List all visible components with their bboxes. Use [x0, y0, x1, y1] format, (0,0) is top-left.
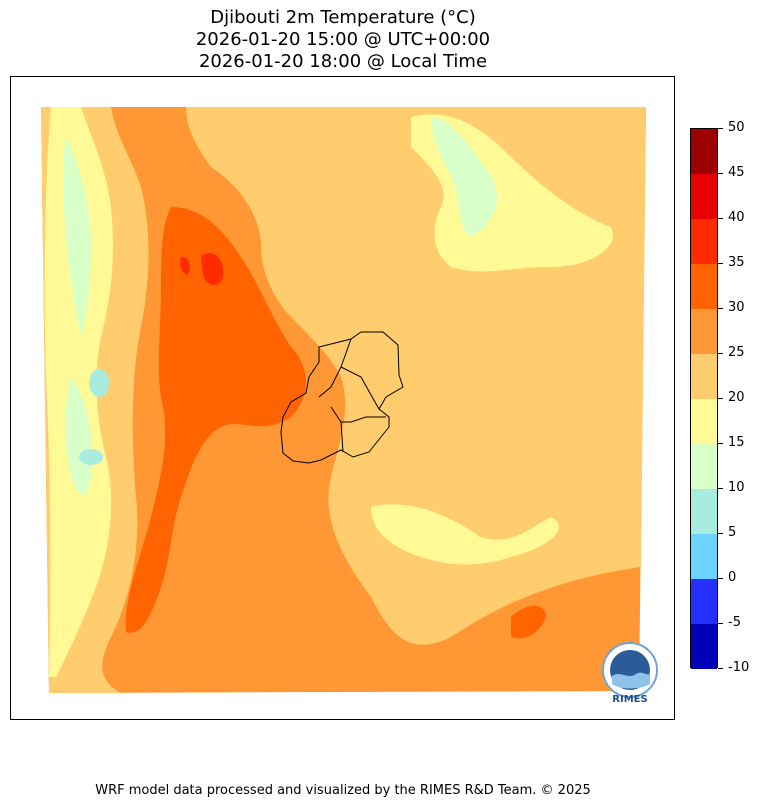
- colorbar-tick-label: 20: [728, 390, 745, 405]
- colorbar-segment: [691, 219, 717, 264]
- temp-band-35-40: [201, 253, 224, 286]
- colorbar-tick-mark: [718, 533, 723, 534]
- colorbar-tick-label: 10: [728, 480, 745, 495]
- temp-band-10-15-west: [62, 137, 91, 337]
- temperature-map: [41, 107, 646, 693]
- colorbar-tick-label: 30: [728, 300, 745, 315]
- colorbar-tick-mark: [718, 398, 723, 399]
- footer-credit: WRF model data processed and visualized …: [95, 783, 591, 798]
- colorbar-tick-label: 25: [728, 345, 745, 360]
- colorbar-tick-mark: [718, 218, 723, 219]
- colorbar-segment: [691, 444, 717, 489]
- colorbar-tick-label: 0: [728, 570, 737, 585]
- colorbar-segment: [691, 309, 717, 354]
- colorbar-segment: [691, 489, 717, 534]
- colorbar-tick-mark: [718, 488, 723, 489]
- colorbar-tick-mark: [718, 263, 723, 264]
- colorbar-segment: [691, 399, 717, 444]
- colorbar-tick-mark: [718, 668, 723, 669]
- temp-band-30-35-south: [511, 605, 546, 639]
- colorbar-segment: [691, 534, 717, 579]
- temp-band-5-10-pocket: [89, 369, 109, 397]
- rimes-logo-icon: [602, 642, 658, 698]
- colorbar-segment: [691, 264, 717, 309]
- colorbar-segment: [691, 174, 717, 219]
- colorbar-tick-mark: [718, 353, 723, 354]
- colorbar-tick-mark: [718, 308, 723, 309]
- colorbar-segment: [691, 129, 717, 174]
- colorbar-tick-label: 5: [728, 525, 737, 540]
- colorbar-tick-label: -5: [728, 615, 741, 630]
- djibouti-border: [280, 331, 404, 464]
- colorbar-tick-label: 15: [728, 435, 745, 450]
- colorbar: [690, 128, 718, 669]
- colorbar-tick-mark: [718, 128, 723, 129]
- colorbar-tick-mark: [718, 578, 723, 579]
- colorbar-segment: [691, 354, 717, 399]
- temp-band-10-15-west-2: [65, 377, 93, 496]
- colorbar-tick-label: 45: [728, 165, 745, 180]
- colorbar-tick-label: -10: [728, 660, 750, 675]
- temp-band-30-35: [125, 207, 306, 633]
- colorbar-tick-label: 40: [728, 210, 745, 225]
- temp-band-10-15-northeast: [431, 117, 498, 237]
- colorbar-segment: [691, 624, 717, 669]
- rimes-logo-text: RIMES: [612, 694, 648, 705]
- colorbar-tick-mark: [718, 443, 723, 444]
- map-title-variable: Djibouti 2m Temperature (°C): [210, 7, 476, 28]
- colorbar-tick-mark: [718, 623, 723, 624]
- map-title-utc-time: 2026-01-20 15:00 @ UTC+00:00: [195, 29, 491, 50]
- colorbar-tick-label: 50: [728, 120, 745, 135]
- colorbar-tick-mark: [718, 173, 723, 174]
- map-title-local-time: 2026-01-20 18:00 @ Local Time: [198, 51, 488, 72]
- region-boundary: [318, 338, 386, 453]
- map-panel: [10, 76, 675, 720]
- temp-band-15-20-southeast: [371, 504, 559, 565]
- temp-band-5-10-pocket-2: [79, 449, 103, 465]
- temp-band-35-40-2: [180, 256, 190, 275]
- colorbar-segment: [691, 579, 717, 624]
- colorbar-tick-label: 35: [728, 255, 745, 270]
